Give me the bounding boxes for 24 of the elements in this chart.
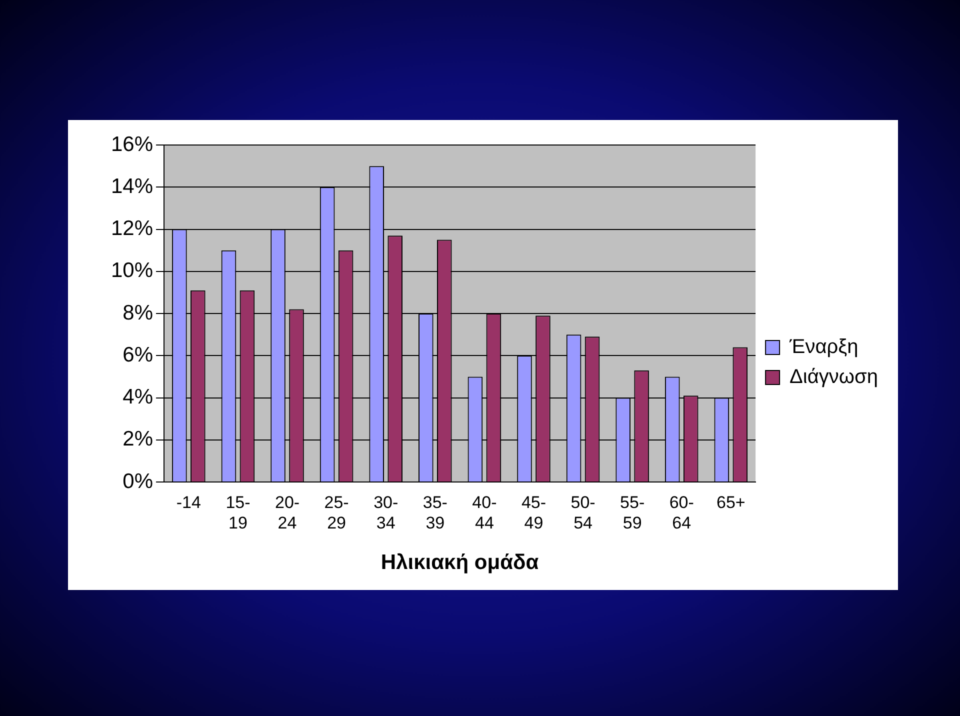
y-tick-label: 0%: [122, 470, 154, 493]
y-tick-label: 6%: [122, 343, 154, 366]
x-tick-label: 20-24: [274, 492, 300, 532]
x-tick-label: 25-29: [324, 492, 349, 532]
y-tick-label: 10%: [111, 259, 154, 282]
x-tick-label: 30-34: [374, 492, 398, 532]
x-tick-label: 45-49: [521, 492, 546, 532]
y-tick-label: 16%: [111, 132, 154, 156]
x-axis-title: Ηλικιακή ομάδα: [380, 551, 539, 574]
x-tick-label: 50-54: [570, 492, 596, 532]
x-tick-label: 65+: [716, 492, 746, 512]
y-tick-label: 14%: [111, 174, 154, 198]
y-tick-label: 4%: [122, 386, 154, 409]
y-tick-label: 8%: [122, 301, 154, 324]
x-tick-label: 15-19: [226, 492, 250, 532]
legend-label: Διάγνωση: [790, 366, 878, 388]
x-tick-label: 55-59: [620, 492, 645, 532]
x-tick-label: 40-44: [472, 492, 497, 532]
y-tick-label: 12%: [111, 217, 154, 240]
x-tick-label: 35-39: [422, 492, 448, 532]
x-tick-label: 60-64: [669, 492, 694, 532]
y-tick-label: 2%: [122, 428, 154, 451]
legend-label: Έναρξη: [788, 336, 858, 358]
x-tick-label: -14: [176, 492, 201, 512]
